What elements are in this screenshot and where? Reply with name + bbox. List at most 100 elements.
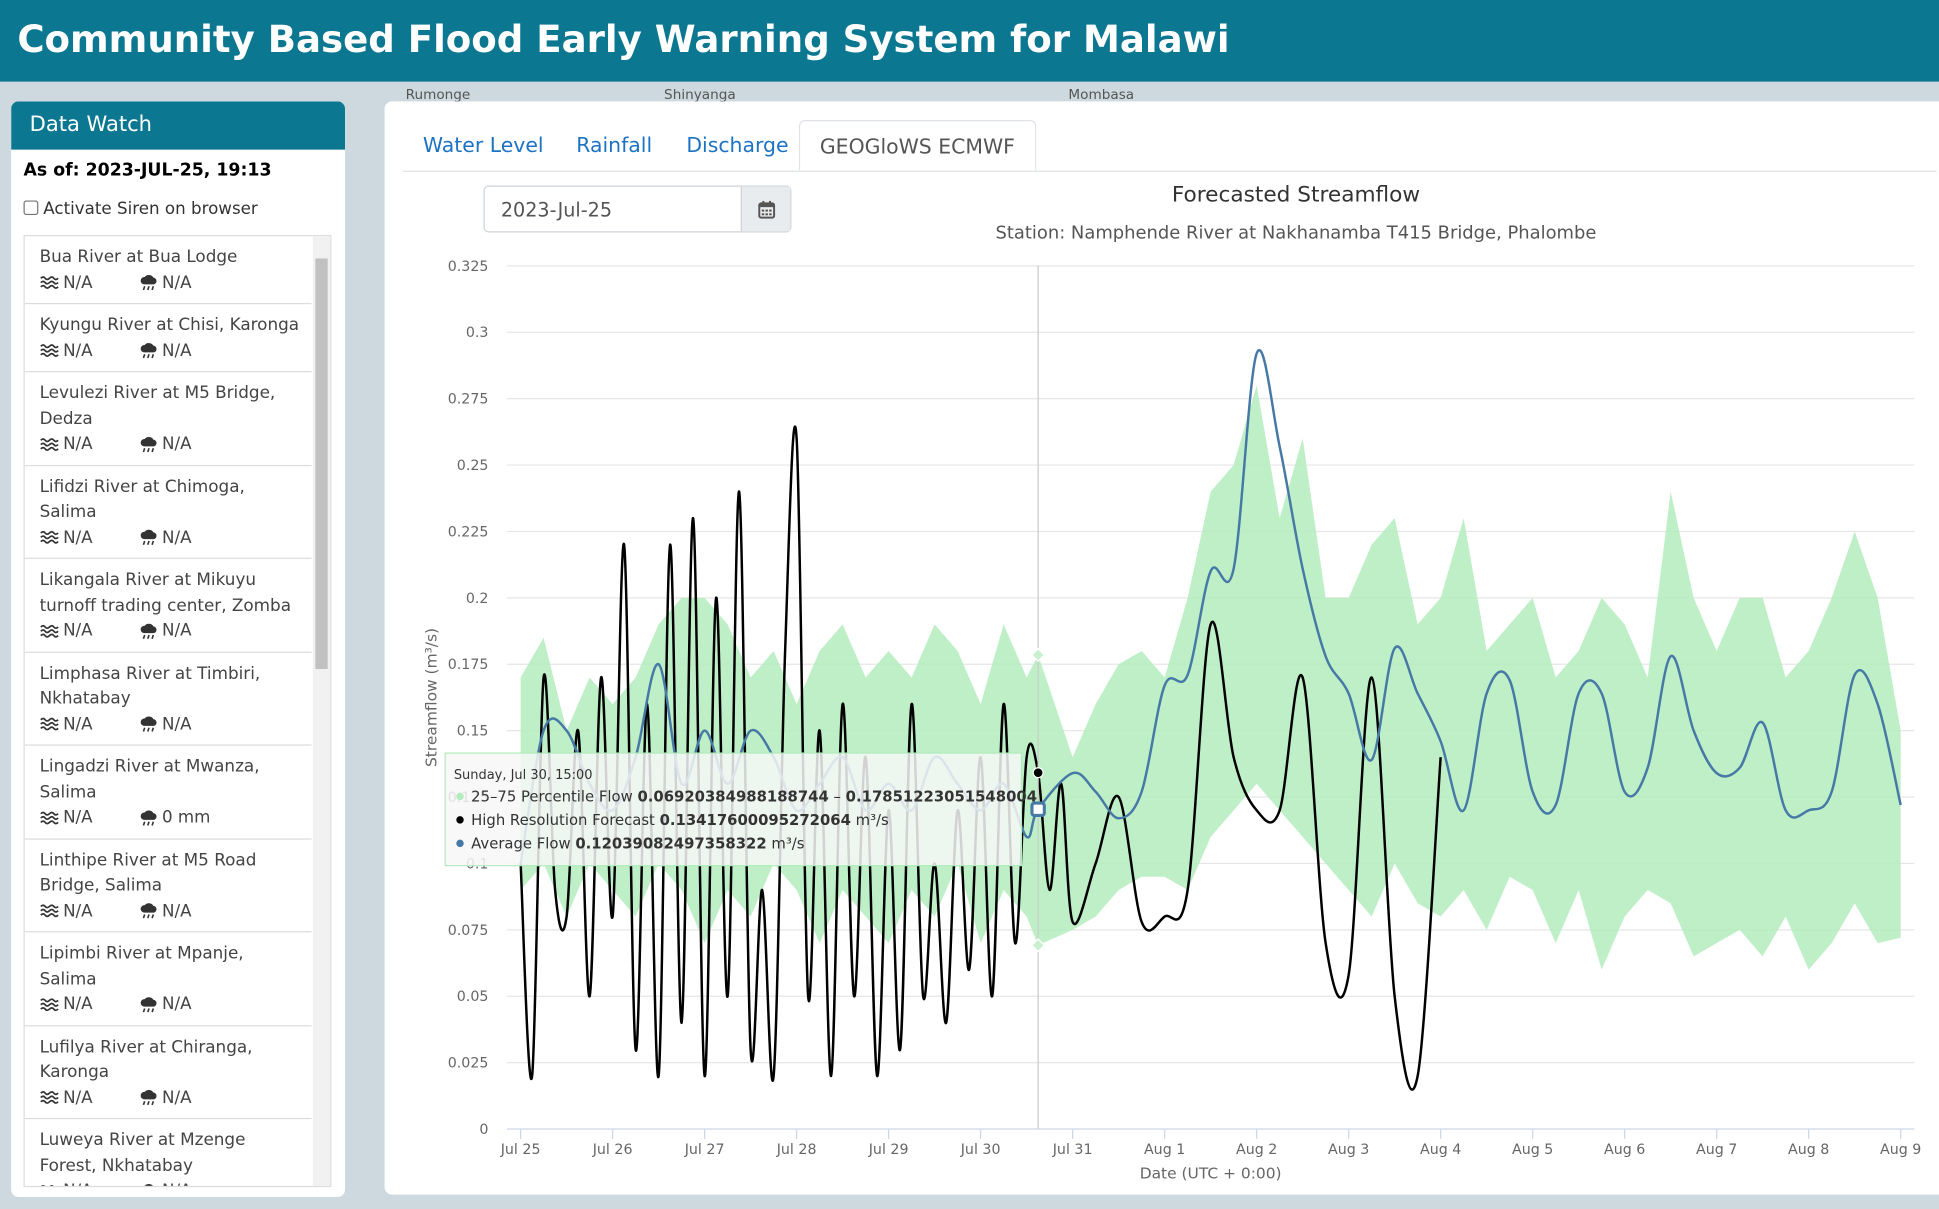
- rainfall-value: N/A: [161, 527, 192, 548]
- tooltip-series-name: 25–75 Percentile Flow: [471, 788, 633, 805]
- rain-icon: [140, 903, 157, 919]
- water-level-value: N/A: [63, 807, 93, 828]
- water-icon: [40, 1091, 59, 1105]
- rainfall-value: N/A: [161, 900, 192, 921]
- y-tick-label: 0.075: [448, 923, 489, 939]
- y-tick-label: 0: [479, 1122, 488, 1138]
- tooltip-bullet: [456, 816, 464, 824]
- station-item[interactable]: Limphasa River at Timbiri, Nkhatabay N/A N…: [24, 652, 312, 746]
- water-level: N/A: [40, 712, 140, 737]
- y-tick-label: 0.3: [466, 325, 489, 341]
- station-item[interactable]: Lifidzi River at Chimoga, Salima N/A N/A: [24, 466, 312, 559]
- station-item[interactable]: Linthipe River at M5 Road Bridge, Salima…: [24, 839, 312, 933]
- tab[interactable]: Rainfall: [576, 133, 653, 158]
- water-level-value: N/A: [63, 340, 93, 361]
- station-item[interactable]: Luweya River at Mzenge Forest, Nkhatabay…: [25, 1119, 312, 1186]
- station-item[interactable]: Bua River at Bua Lodge N/A N/A: [24, 236, 312, 305]
- x-tick-label: Aug 5: [1512, 1142, 1553, 1158]
- y-tick-label: 0.25: [457, 458, 489, 474]
- station-metrics: N/A N/A: [40, 618, 302, 643]
- water-level: N/A: [40, 1178, 140, 1186]
- x-tick-label: Aug 4: [1420, 1142, 1461, 1158]
- tab[interactable]: GEOGloWS ECMWF: [798, 119, 1036, 171]
- station-metrics: N/A N/A: [40, 525, 302, 550]
- rainfall-value: N/A: [161, 1087, 192, 1108]
- average-marker: [1030, 801, 1046, 818]
- water-level: N/A: [40, 338, 140, 363]
- checkbox[interactable]: [23, 200, 39, 216]
- station-metrics: N/A 0 mm: [40, 805, 302, 830]
- station-item[interactable]: Lufilya River at Chiranga, Karonga N/A N/A: [24, 1026, 312, 1120]
- station-items: Bua River at Bua Lodge N/A N/A Kyungu River…: [24, 236, 312, 1186]
- water-level: N/A: [40, 992, 140, 1017]
- station-item[interactable]: Lingadzi River at Mwanza, Salima N/A 0 mm: [24, 746, 312, 840]
- rainfall-value: N/A: [161, 714, 192, 734]
- water-icon: [40, 811, 59, 825]
- water-icon: [40, 531, 59, 545]
- water-level: N/A: [40, 432, 140, 457]
- x-tick-label: Aug 6: [1604, 1142, 1645, 1158]
- tooltip-row: 25–75 Percentile Flow 0.0692038498818874…: [471, 788, 1037, 805]
- rain-icon: [140, 1090, 157, 1106]
- y-tick-label: 0.275: [448, 392, 489, 408]
- tooltip-bullet: [456, 839, 464, 848]
- scroll-thumb[interactable]: [315, 258, 328, 670]
- rain-icon: [140, 275, 157, 291]
- water-icon: [40, 344, 59, 358]
- map-label: Shinyanga: [664, 86, 736, 103]
- water-icon: [40, 998, 59, 1011]
- station-item[interactable]: Kyungu River at Chisi, Karonga N/A N/A: [24, 304, 312, 373]
- station-item[interactable]: Lipimbi River at Mpanje, Salima N/A N/A: [24, 932, 312, 1026]
- tooltip-bullet: [456, 792, 464, 801]
- siren-label: Activate Siren on browser: [43, 199, 258, 219]
- station-list: Bua River at Bua Lodge N/A N/A Kyungu River…: [23, 234, 332, 1188]
- water-icon: [40, 717, 59, 731]
- chart-title: Forecasted Streamflow: [1172, 183, 1420, 208]
- station-name: Lufilya River at Chiranga, Karonga: [39, 1036, 253, 1083]
- y-tick-label: 0.025: [448, 1056, 489, 1072]
- x-tick-label: Jul 27: [684, 1142, 725, 1158]
- station-name: Levulezi River at M5 Bridge, Dedza: [39, 383, 276, 429]
- date-input[interactable]: 2023-Jul-25: [483, 185, 792, 233]
- tab[interactable]: Discharge: [686, 133, 789, 158]
- water-level: N/A: [40, 270, 140, 295]
- water-icon: [40, 276, 59, 290]
- tab[interactable]: Water Level: [422, 133, 544, 158]
- rain-icon: [140, 716, 157, 733]
- station-name: Kyungu River at Chisi, Karonga: [39, 315, 300, 336]
- chart-subtitle: Station: Namphende River at Nakhanamba T…: [995, 223, 1596, 244]
- x-tick-label: Jul 30: [960, 1142, 1001, 1158]
- band-marker: [1031, 647, 1046, 662]
- rainfall: N/A: [140, 1178, 240, 1186]
- rain-icon: [140, 996, 157, 1013]
- scrollbar[interactable]: [312, 236, 331, 1186]
- x-tick-label: Jul 29: [868, 1142, 909, 1158]
- tooltip-value: 0.06920384988188744: [637, 788, 828, 805]
- rainfall-value: N/A: [161, 994, 192, 1015]
- water-icon: [40, 624, 59, 638]
- rainfall: 0 mm: [140, 805, 240, 830]
- water-level-value: N/A: [63, 434, 93, 454]
- water-level-value: N/A: [63, 272, 93, 293]
- rainfall: N/A: [140, 270, 240, 295]
- station-item[interactable]: Likangala River at Mikuyu turnoff tradin…: [24, 559, 312, 653]
- station-item[interactable]: Levulezi River at M5 Bridge, Dedza N/A N/A: [24, 372, 312, 466]
- water-icon: [40, 904, 59, 918]
- y-tick-label: 0.2: [466, 591, 489, 607]
- y-tick-label: 0.175: [448, 657, 489, 673]
- rainfall: N/A: [140, 712, 240, 737]
- rainfall: N/A: [140, 432, 240, 457]
- x-tick-label: Aug 1: [1144, 1142, 1185, 1158]
- calendar-button[interactable]: [740, 186, 791, 232]
- tooltip-header: Sunday, Jul 30, 15:00: [454, 768, 593, 783]
- station-metrics: N/A N/A: [40, 338, 302, 363]
- forecast-marker: [1032, 767, 1044, 779]
- water-level-value: N/A: [63, 900, 93, 921]
- x-tick-label: Jul 26: [592, 1142, 633, 1158]
- siren-toggle[interactable]: Activate Siren on browser: [23, 199, 258, 219]
- tooltip-value: m³/s: [771, 835, 804, 852]
- rainfall-value: N/A: [161, 340, 192, 361]
- water-icon: [40, 437, 59, 451]
- tooltip-value: –: [834, 788, 841, 805]
